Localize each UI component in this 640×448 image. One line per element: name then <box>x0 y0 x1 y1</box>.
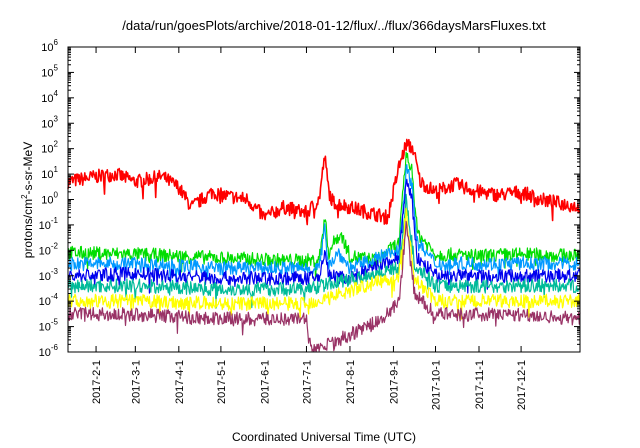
x-tick-label: 2017-2-1 <box>91 360 103 404</box>
y-tick-exponent: 3 <box>54 114 59 123</box>
y-tick-exponent: 2 <box>54 140 59 149</box>
y-tick-exponent: -2 <box>51 241 59 250</box>
y-tick-label: 102 <box>41 140 58 156</box>
y-tick-base: 10 <box>41 195 53 207</box>
x-tick-label: 2017-10-1 <box>431 360 443 410</box>
y-axis-label-exponent: 2 <box>20 194 29 199</box>
y-tick-exponent: 0 <box>54 191 59 200</box>
x-axis-ticks: 2017-2-1 2017-3-1 2017-4-1 2017-5-1 2017-6-1… <box>91 47 528 410</box>
y-tick-base: 10 <box>41 93 53 105</box>
y-tick-label: 10-2 <box>39 241 59 257</box>
y-tick-label: 10-3 <box>39 267 59 283</box>
y-tick-exponent: 5 <box>54 63 59 72</box>
y-axis-ticks: 10-610-510-410-310-210-11001011021031041… <box>39 38 580 359</box>
y-tick-label: 10-1 <box>39 216 59 232</box>
x-tick-label: 2017-6-1 <box>259 360 271 404</box>
y-tick-base: 10 <box>39 245 51 257</box>
y-tick-base: 10 <box>41 118 53 130</box>
y-tick-exponent: 4 <box>54 89 59 98</box>
x-tick-label: 2017-7-1 <box>301 360 313 404</box>
y-tick-label: 100 <box>41 191 58 207</box>
x-tick-label: 2017-11-1 <box>474 360 486 409</box>
y-tick-label: 105 <box>41 63 58 79</box>
flux-series-1 <box>67 138 581 226</box>
y-axis-label-rest: -s-sr-MeV <box>21 142 35 195</box>
y-tick-base: 10 <box>39 296 51 308</box>
x-tick-label: 2017-9-1 <box>388 360 400 404</box>
y-tick-label: 103 <box>41 114 58 130</box>
flux-series-3 <box>67 164 581 284</box>
y-tick-label: 104 <box>41 89 58 105</box>
y-tick-base: 10 <box>39 322 51 334</box>
y-tick-exponent: -3 <box>51 267 59 276</box>
flux-series-4 <box>67 178 581 294</box>
y-tick-exponent: -5 <box>51 318 59 327</box>
y-tick-label: 101 <box>41 165 58 181</box>
y-tick-base: 10 <box>41 144 53 156</box>
y-tick-exponent: -4 <box>51 292 59 301</box>
y-tick-base: 10 <box>39 347 51 359</box>
x-tick-label: 2017-5-1 <box>216 360 228 404</box>
y-tick-exponent: 6 <box>54 38 59 47</box>
y-tick-base: 10 <box>41 67 53 79</box>
y-axis-label: protons/cm2-s-sr-MeV <box>20 142 35 258</box>
series-layer <box>67 138 581 352</box>
y-tick-label: 10-4 <box>39 292 59 308</box>
y-tick-base: 10 <box>41 42 53 54</box>
flux-series-7 <box>67 220 581 352</box>
y-tick-base: 10 <box>39 220 51 232</box>
x-axis-label: Coordinated Universal Time (UTC) <box>232 430 416 444</box>
y-tick-label: 106 <box>41 38 58 54</box>
y-tick-label: 10-5 <box>39 318 59 334</box>
chart-title: /data/run/goesPlots/archive/2018-01-12/f… <box>122 18 546 33</box>
x-tick-label: 2017-4-1 <box>174 360 186 404</box>
x-tick-label: 2017-8-1 <box>345 360 357 404</box>
y-tick-label: 10-6 <box>39 343 59 359</box>
y-tick-exponent: -6 <box>51 343 59 352</box>
flux-series-6 <box>67 207 581 320</box>
y-axis-label-unit: protons/cm <box>21 199 35 258</box>
y-tick-exponent: 1 <box>54 165 59 174</box>
x-tick-label: 2017-3-1 <box>130 360 142 404</box>
flux-series-5 <box>67 193 581 309</box>
x-tick-label: 2017-12-1 <box>516 360 528 410</box>
y-tick-exponent: -1 <box>51 216 59 225</box>
y-tick-base: 10 <box>39 271 51 283</box>
y-tick-base: 10 <box>41 169 53 181</box>
